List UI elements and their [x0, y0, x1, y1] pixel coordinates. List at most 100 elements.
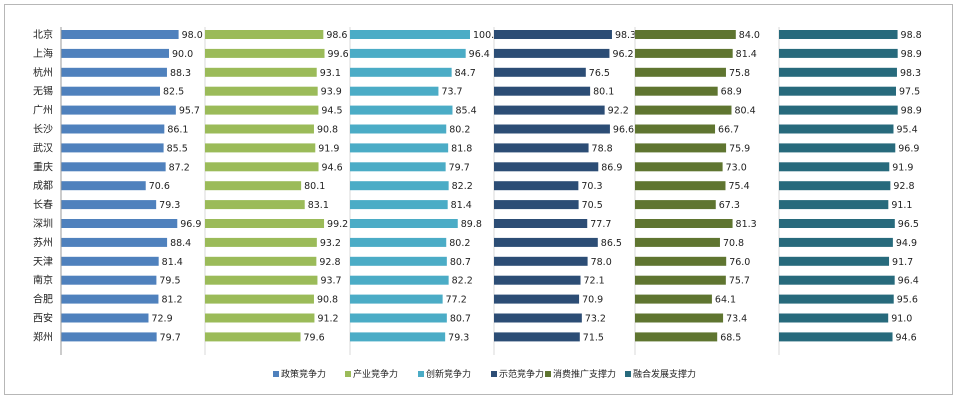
legend-label: 融合发展支撑力: [633, 368, 696, 380]
bar: [779, 67, 897, 77]
bar: [205, 105, 319, 115]
bar: [61, 219, 178, 228]
data-label: 70.5: [582, 200, 603, 211]
bar: [635, 181, 726, 191]
data-label: 80.7: [450, 314, 471, 325]
series-panel: 98.6 99.6 93.1 93.9 94.5 90.8 91.9 94.6 80.1 83.1…: [204, 27, 349, 355]
bar: [350, 332, 446, 342]
bar: [494, 105, 605, 115]
data-label: 81.8: [451, 143, 472, 154]
data-label: 90.8: [317, 295, 338, 306]
data-label: 79.6: [304, 332, 325, 343]
bar: [494, 237, 598, 247]
data-label: 92.2: [608, 106, 629, 117]
data-label: 87.2: [169, 162, 190, 173]
data-label: 98.0: [182, 30, 203, 41]
data-label: 91.7: [892, 257, 913, 268]
data-label: 85.4: [455, 106, 476, 117]
data-label: 73.2: [585, 314, 606, 325]
bar: [635, 275, 726, 285]
bar: [205, 219, 325, 228]
data-label: 75.4: [728, 181, 749, 192]
data-label: 98.3: [615, 30, 636, 41]
bar: [494, 162, 599, 172]
data-label: 68.5: [720, 332, 741, 343]
data-label: 88.3: [170, 68, 191, 79]
bar: [350, 313, 447, 323]
category-label: 广州: [33, 105, 53, 117]
bar: [350, 219, 458, 228]
bar: [635, 124, 716, 134]
data-label: 80.2: [449, 125, 470, 136]
bar: [205, 124, 314, 134]
bar: [350, 86, 439, 96]
bar: [205, 86, 318, 96]
bar: [779, 275, 895, 285]
bar: [779, 162, 890, 172]
bar: [350, 143, 449, 153]
legend-swatch: [625, 371, 631, 377]
category-label: 合肥: [33, 293, 53, 306]
data-label: 93.2: [320, 238, 341, 249]
data-label: 93.1: [320, 68, 341, 79]
data-label: 70.9: [582, 295, 603, 306]
legend-label: 示范竞争力: [499, 368, 544, 380]
bar: [494, 67, 586, 77]
data-label: 91.2: [317, 314, 338, 325]
series-panel: 98.0 90.0 88.3 82.5 95.7 86.1 85.5 87.2 70.6 79.3…: [61, 30, 203, 343]
data-label: 81.4: [736, 49, 757, 60]
bar: [61, 181, 146, 191]
data-label: 96.9: [180, 219, 201, 230]
data-label: 90.0: [172, 49, 193, 60]
bar: [61, 275, 157, 285]
bar: [635, 256, 727, 266]
bar: [61, 30, 179, 39]
category-label: 长春: [33, 199, 53, 211]
data-label: 79.7: [449, 162, 470, 173]
data-label: 81.4: [451, 200, 472, 211]
bar: [205, 313, 315, 323]
data-label: 85.5: [167, 143, 188, 154]
bar: [635, 162, 723, 172]
data-label: 96.9: [898, 143, 919, 154]
data-label: 93.7: [320, 276, 341, 287]
data-label: 92.8: [319, 257, 340, 268]
data-label: 70.3: [581, 181, 602, 192]
series-panel: 84.0 81.4 75.8 68.9 80.4 66.7 75.9 73.0 75.4 67.3…: [634, 27, 760, 355]
data-label: 96.4: [469, 49, 490, 60]
data-label: 82.2: [452, 181, 473, 192]
series-panel: 98.3 96.276.5 80.1 92.2 96.678.8 86.9 70.3 70.5…: [493, 27, 636, 355]
bar: [779, 48, 898, 58]
bar: [61, 124, 165, 134]
bar: [494, 294, 580, 304]
category-label: 武汉: [33, 141, 53, 154]
legend-swatch: [545, 371, 551, 377]
bar: [494, 256, 588, 266]
category-label: 深圳: [33, 218, 53, 230]
data-label: 75.9: [729, 143, 750, 154]
legend-label: 创新竞争力: [426, 368, 471, 380]
data-label: 98.3: [900, 68, 921, 79]
chart-frame: 98.0 90.0 88.3 82.5 95.7 86.1 85.5 87.2 70.6 79.3…: [4, 4, 953, 395]
bar: [205, 48, 325, 58]
data-label: 95.7: [179, 106, 200, 117]
data-label: 91.9: [318, 143, 339, 154]
data-label: 99.6: [328, 49, 349, 60]
bar: [350, 124, 447, 134]
data-label: 82.2: [452, 276, 473, 287]
bar: [494, 332, 580, 342]
legend-swatch: [273, 371, 279, 377]
bar: [205, 143, 316, 153]
bar: [350, 30, 470, 39]
category-label: 无锡: [33, 85, 53, 98]
data-label: 80.1: [304, 181, 325, 192]
bar: [635, 237, 720, 247]
bar: [205, 200, 305, 210]
data-label: 86.5: [601, 238, 622, 249]
data-label: 98.9: [901, 106, 922, 117]
data-label: 81.2: [161, 295, 182, 306]
data-label: 96.2: [612, 49, 633, 60]
data-label: 77.7: [590, 219, 611, 230]
data-label: 98.9: [901, 49, 922, 60]
bar: [494, 219, 588, 228]
